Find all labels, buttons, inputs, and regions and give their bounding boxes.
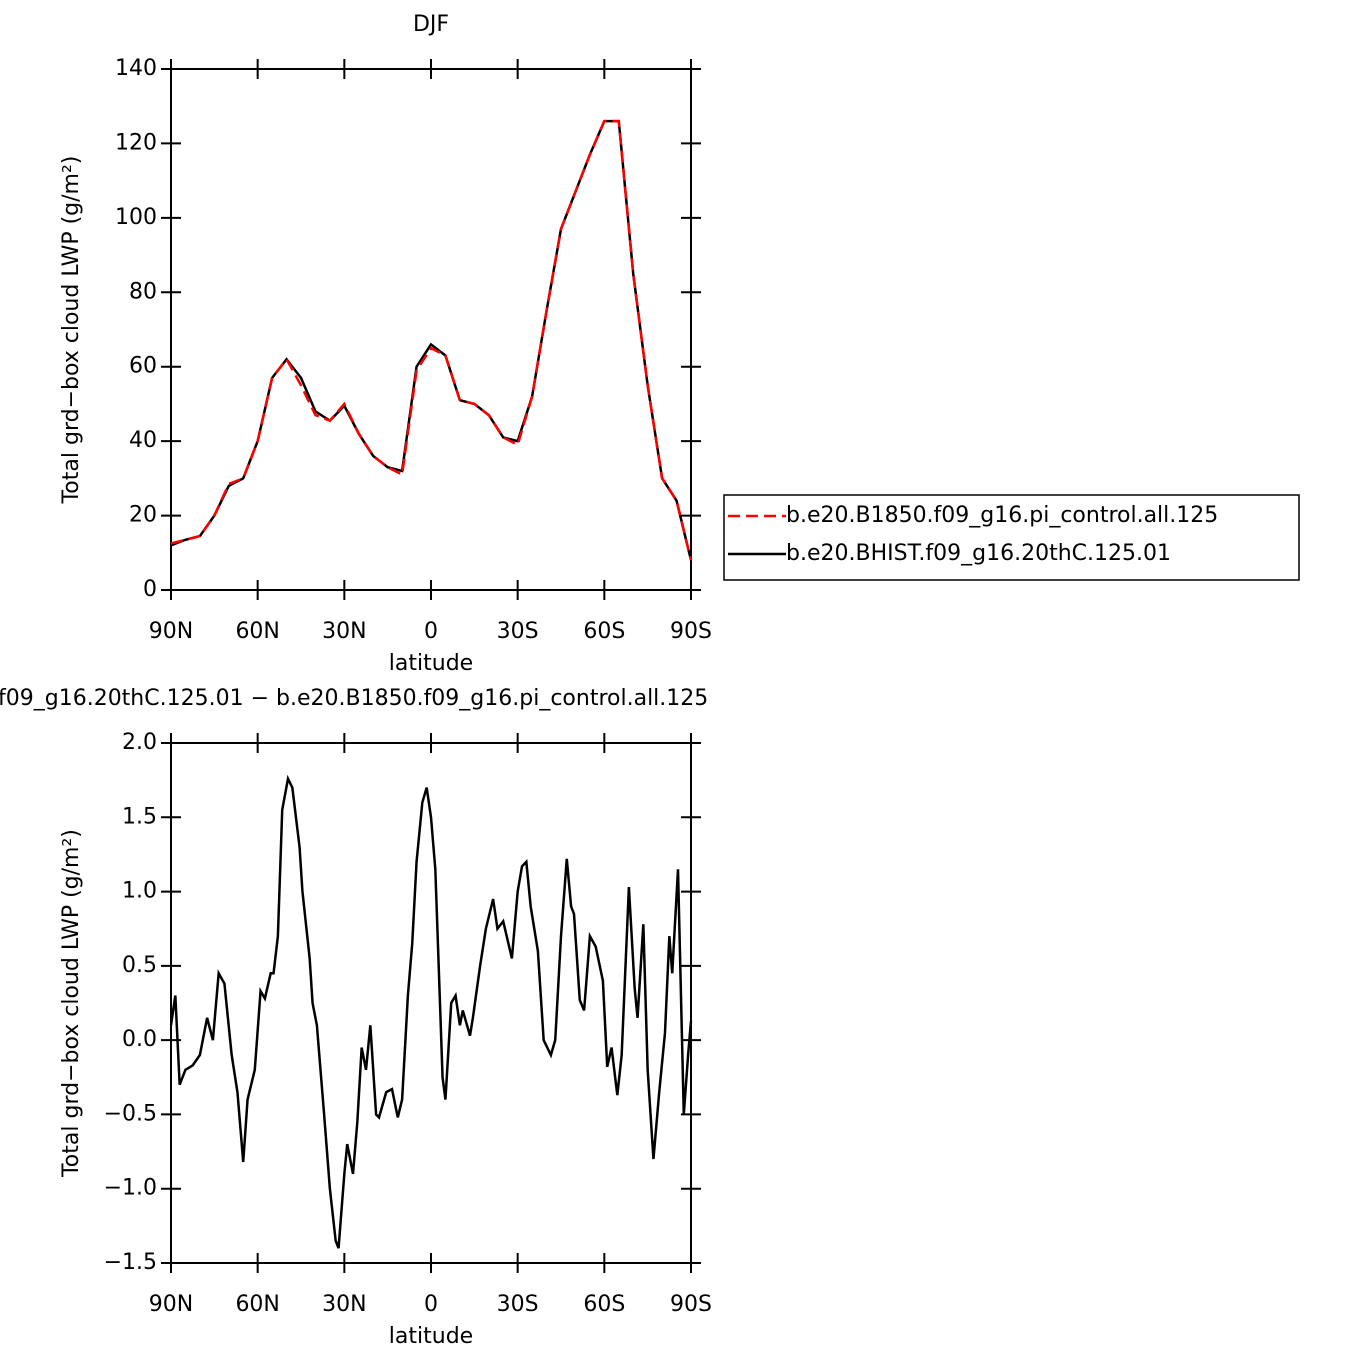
plot-frame xyxy=(170,742,692,1264)
x-tick-label: 0 xyxy=(424,619,438,644)
y-axis-label: Total grd−box cloud LWP (g/m²) xyxy=(59,156,84,505)
x-tick-label: 60S xyxy=(583,1292,625,1317)
x-tick-label: 60N xyxy=(235,619,279,644)
y-tick-label: 0.0 xyxy=(122,1027,157,1052)
y-tick-label: 60 xyxy=(129,354,157,379)
legend-label: b.e20.BHIST.f09_g16.20thC.125.01 xyxy=(786,541,1171,566)
y-tick-label: 0.5 xyxy=(122,953,157,978)
data-line xyxy=(170,119,693,561)
y-tick-label: 1.5 xyxy=(122,804,157,829)
y-tick-label: −1.5 xyxy=(104,1250,157,1275)
x-tick-label: 90S xyxy=(670,619,712,644)
y-tick-label: −0.5 xyxy=(104,1101,157,1126)
data-line xyxy=(170,119,693,561)
y-tick-label: 140 xyxy=(115,56,157,81)
y-tick-label: 120 xyxy=(115,130,157,155)
x-tick-label: 90S xyxy=(670,1292,712,1317)
legend-label: b.e20.B1850.f09_g16.pi_control.all.125 xyxy=(786,503,1218,528)
chart-title: DJF xyxy=(413,12,449,37)
y-tick-label: 0 xyxy=(143,577,157,602)
x-axis-label: latitude xyxy=(389,651,473,676)
y-tick-label: 100 xyxy=(115,205,157,230)
y-tick-label: 20 xyxy=(129,503,157,528)
x-tick-label: 30N xyxy=(322,1292,366,1317)
y-tick-label: 1.0 xyxy=(122,879,157,904)
x-tick-label: 30S xyxy=(497,1292,539,1317)
y-tick-label: 80 xyxy=(129,279,157,304)
y-tick-label: −1.0 xyxy=(104,1176,157,1201)
y-tick-label: 40 xyxy=(129,428,157,453)
legend-box xyxy=(723,494,1300,581)
y-tick-label: 2.0 xyxy=(122,730,157,755)
x-tick-label: 30S xyxy=(497,619,539,644)
chart-title: f09_g16.20thC.125.01 − b.e20.B1850.f09_g… xyxy=(0,686,708,711)
x-tick-label: 30N xyxy=(322,619,366,644)
x-axis-label: latitude xyxy=(389,1324,473,1349)
y-axis-label: Total grd−box cloud LWP (g/m²) xyxy=(59,829,84,1178)
data-line xyxy=(169,774,693,1249)
x-tick-label: 90N xyxy=(149,619,193,644)
plot-frame xyxy=(170,68,692,591)
x-tick-label: 60N xyxy=(235,1292,279,1317)
x-tick-label: 60S xyxy=(583,619,625,644)
x-tick-label: 0 xyxy=(424,1292,438,1317)
x-tick-label: 90N xyxy=(149,1292,193,1317)
